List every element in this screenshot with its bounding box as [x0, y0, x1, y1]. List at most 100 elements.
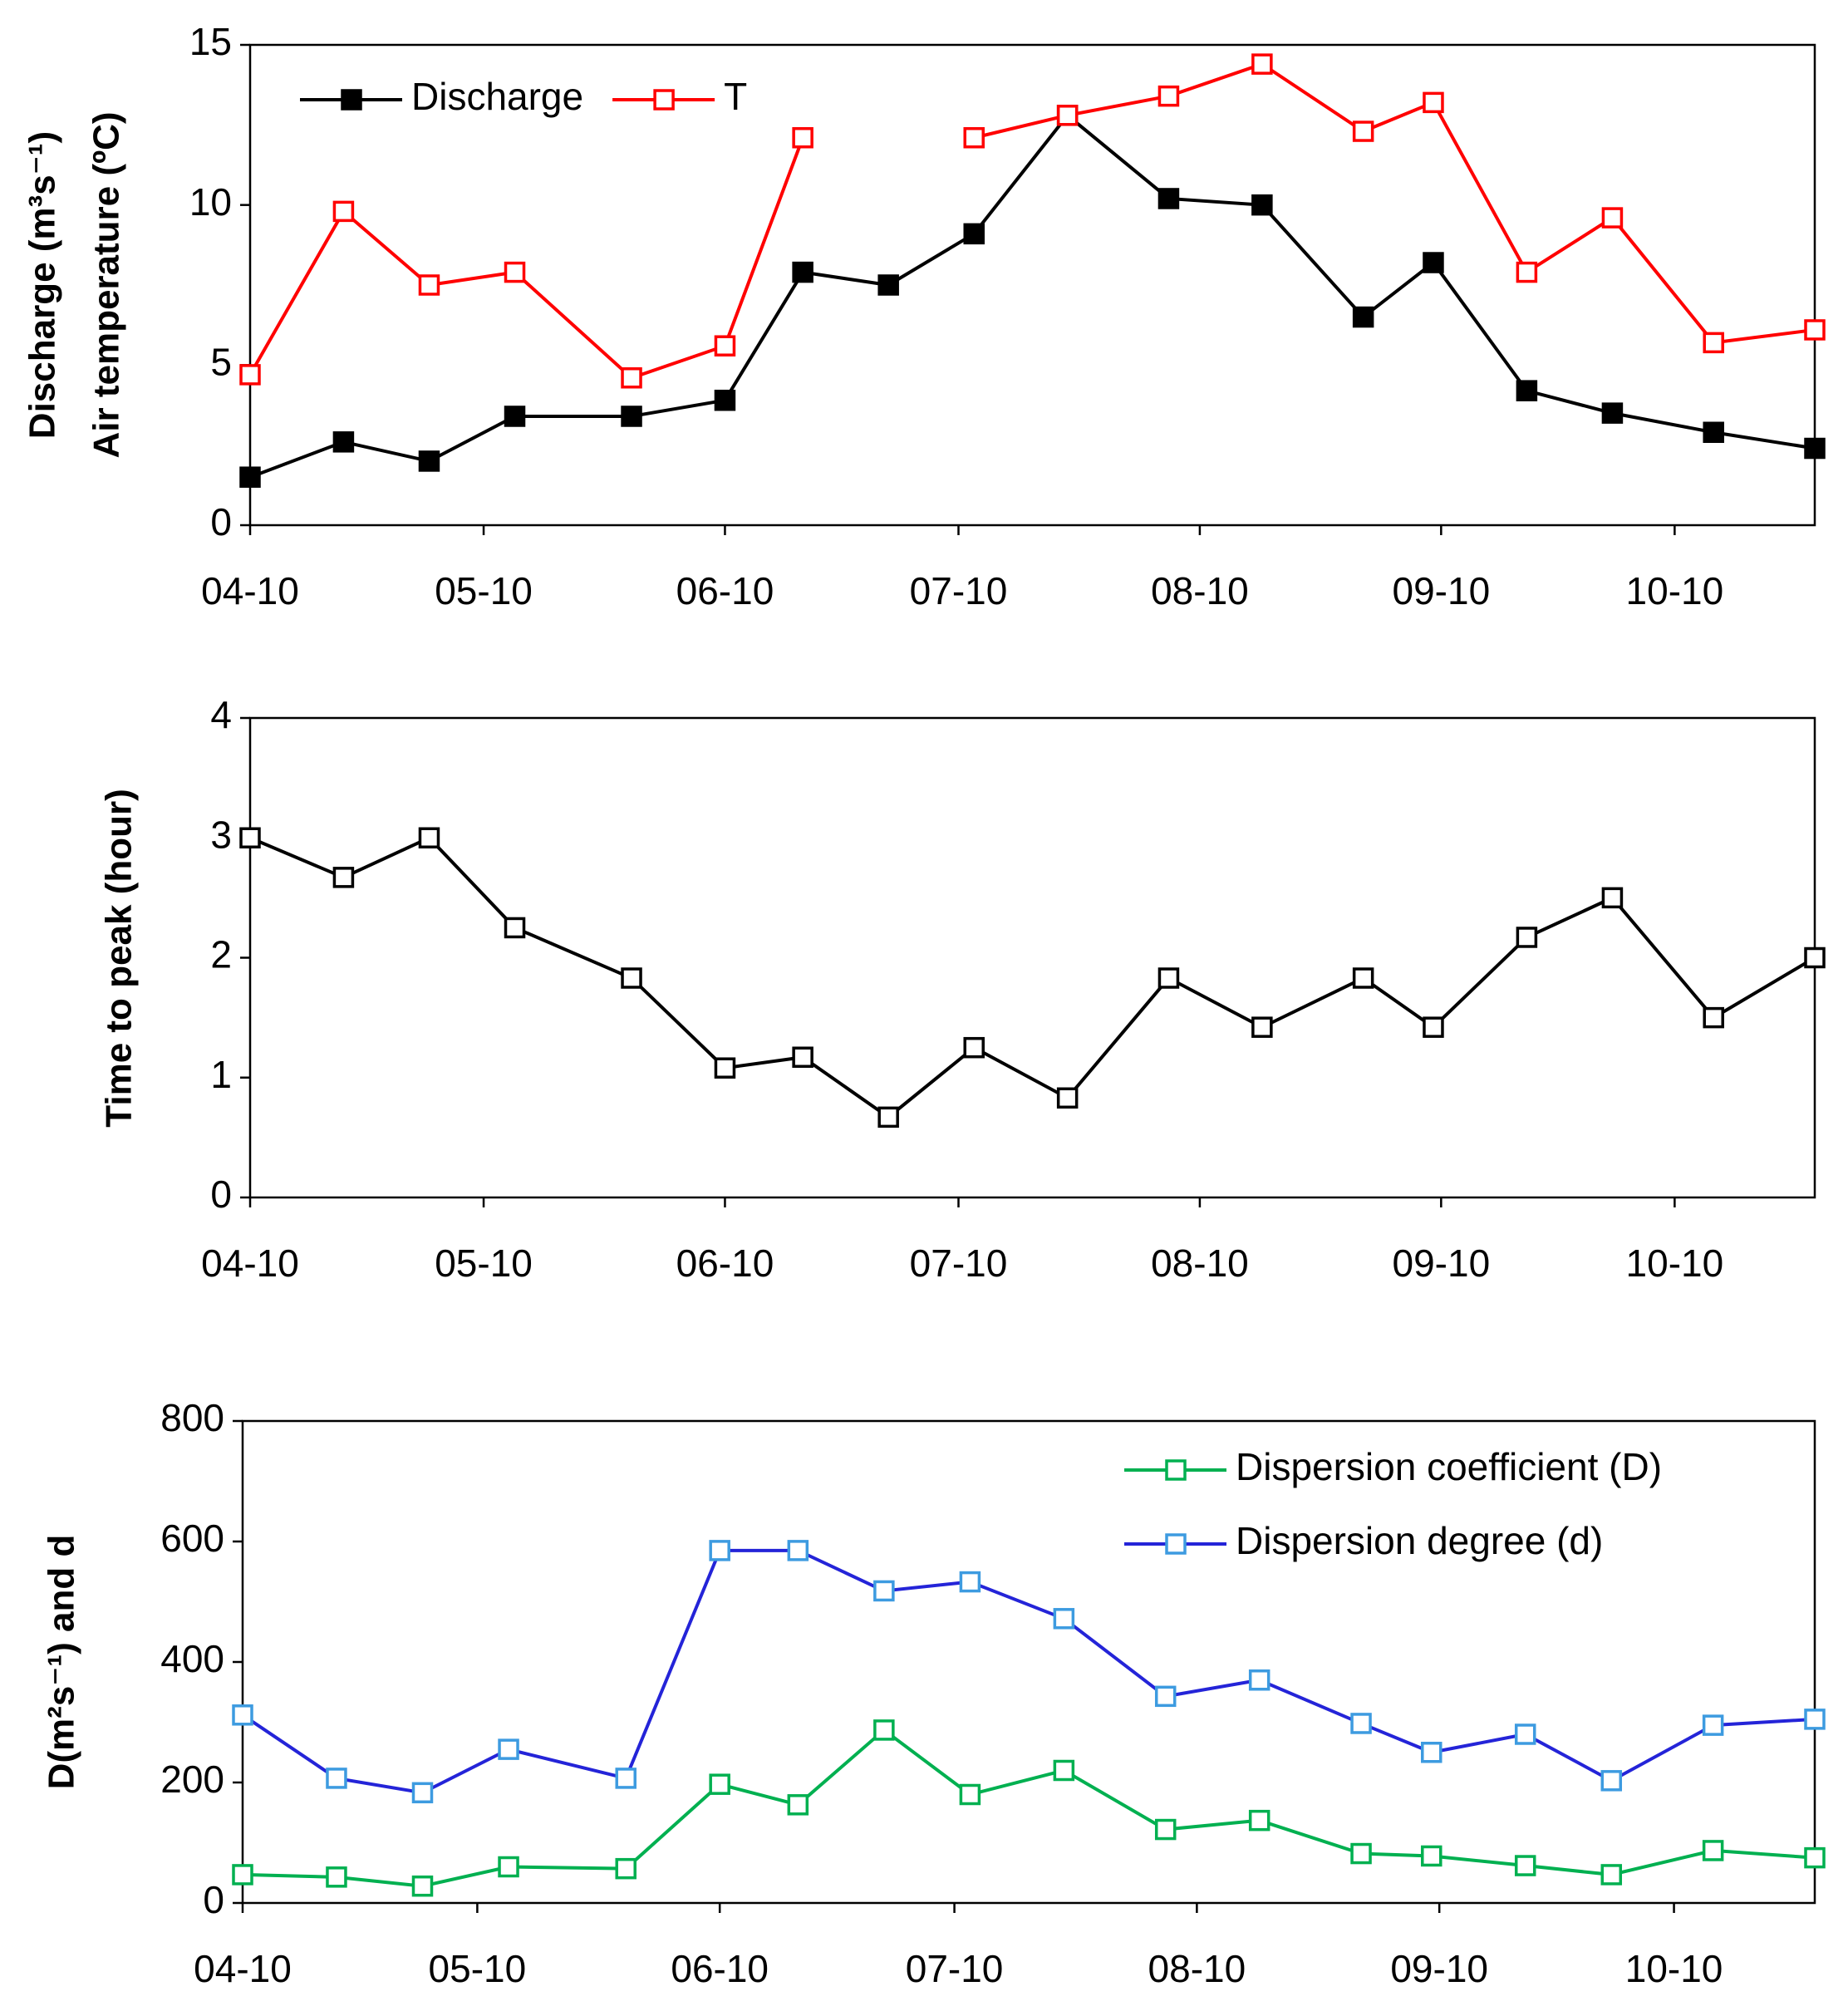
marker [504, 261, 526, 283]
x-tick-label: 04-10 [194, 1947, 292, 1990]
y-tick-label: 200 [160, 1758, 224, 1801]
marker [1703, 1006, 1724, 1029]
marker [1350, 1842, 1372, 1865]
x-tick-label: 05-10 [435, 569, 533, 612]
marker [1350, 1713, 1372, 1734]
marker [873, 1719, 895, 1741]
marker [1423, 1016, 1444, 1038]
x-tick-label: 08-10 [1151, 1242, 1249, 1285]
y-axis-label: Time to peak (hour) [99, 789, 140, 1127]
marker [792, 261, 813, 283]
marker [418, 274, 440, 296]
marker [326, 1866, 347, 1888]
marker [1165, 1533, 1187, 1555]
series-line [242, 1728, 1816, 1888]
marker [714, 1057, 736, 1079]
plot-frame [248, 716, 1816, 1199]
y-tick-label: 5 [210, 340, 232, 383]
y-tick-label: 2 [210, 933, 232, 976]
marker [877, 1106, 899, 1128]
y-axis-label: Discharge (m³s⁻¹) [22, 131, 63, 439]
x-tick-label: 10-10 [1626, 1242, 1724, 1285]
marker [1421, 1845, 1443, 1867]
x-tick-label: 09-10 [1393, 569, 1491, 612]
marker [332, 431, 355, 453]
marker [963, 223, 985, 245]
marker [326, 1768, 347, 1789]
series-line [973, 61, 1816, 345]
marker [504, 917, 526, 939]
marker [1601, 887, 1624, 909]
marker [1352, 306, 1374, 328]
marker [877, 274, 899, 296]
marker [1251, 1016, 1273, 1038]
marker [873, 1580, 895, 1602]
marker [653, 89, 675, 111]
marker [1600, 1864, 1623, 1886]
x-tick-label: 05-10 [429, 1947, 527, 1990]
marker [1352, 120, 1374, 142]
marker [792, 1046, 813, 1068]
marker [341, 89, 362, 111]
marker [1703, 332, 1724, 354]
legend-label: Dispersion coefficient (D) [1236, 1445, 1662, 1488]
marker [418, 450, 440, 472]
marker [1157, 188, 1180, 209]
marker [1421, 1742, 1443, 1763]
marker [498, 1856, 519, 1878]
marker [714, 389, 736, 411]
marker [714, 335, 736, 356]
marker [1804, 319, 1826, 341]
y-tick-label: 1 [210, 1053, 232, 1096]
y-tick-label: 0 [203, 1878, 224, 1921]
y-tick-label: 600 [160, 1517, 224, 1560]
x-tick-label: 09-10 [1390, 1947, 1488, 1990]
marker [239, 827, 261, 848]
marker [621, 366, 642, 389]
marker [1251, 53, 1273, 75]
marker [1702, 1714, 1724, 1736]
marker [1248, 1669, 1270, 1691]
x-tick-label: 08-10 [1151, 569, 1249, 612]
y-tick-label: 15 [189, 20, 232, 63]
series-line [249, 112, 1816, 479]
plot-frame [248, 43, 1816, 527]
marker [1056, 105, 1079, 126]
marker [332, 200, 355, 223]
marker [418, 827, 440, 848]
marker [963, 126, 985, 149]
y-tick-label: 0 [210, 1173, 232, 1216]
marker [504, 406, 526, 427]
marker [1423, 91, 1444, 114]
marker [615, 1768, 636, 1789]
marker [1804, 946, 1826, 969]
marker [709, 1773, 730, 1795]
marker [787, 1540, 809, 1561]
marker [621, 406, 642, 427]
y-tick-label: 400 [160, 1637, 224, 1680]
marker [1601, 207, 1624, 229]
marker [1804, 437, 1826, 460]
legend-label: Dispersion degree (d) [1236, 1519, 1603, 1562]
series-line [249, 835, 1816, 1119]
marker [498, 1738, 519, 1760]
marker [1154, 1685, 1177, 1708]
x-tick-label: 09-10 [1393, 1242, 1491, 1285]
marker [1248, 1809, 1270, 1832]
marker [963, 1036, 985, 1059]
panel: 0 1 2 3 4 04-10 05-10 06-10 07-10 08-10 09-10 10-10… [99, 693, 1826, 1285]
panel: 0 5 10 15 04-10 05-10 06-10 07-10 08-10 09-10 10-1… [22, 20, 1826, 612]
panel: 0 200 400 600 800 04-10 05-10 06-10 07-10 08-10 09… [42, 1396, 1826, 1990]
series-line [241, 1548, 1816, 1795]
marker [787, 1794, 809, 1816]
plot-frame [241, 1419, 1816, 1905]
marker [411, 1782, 434, 1804]
x-tick-label: 04-10 [201, 569, 299, 612]
y-axis-label: Air temperature (ºC) [86, 111, 127, 458]
marker [1165, 1459, 1187, 1481]
x-tick-label: 10-10 [1626, 569, 1724, 612]
x-tick-label: 10-10 [1625, 1947, 1723, 1990]
x-tick-label: 06-10 [671, 1947, 769, 1990]
x-tick-label: 07-10 [910, 569, 1008, 612]
